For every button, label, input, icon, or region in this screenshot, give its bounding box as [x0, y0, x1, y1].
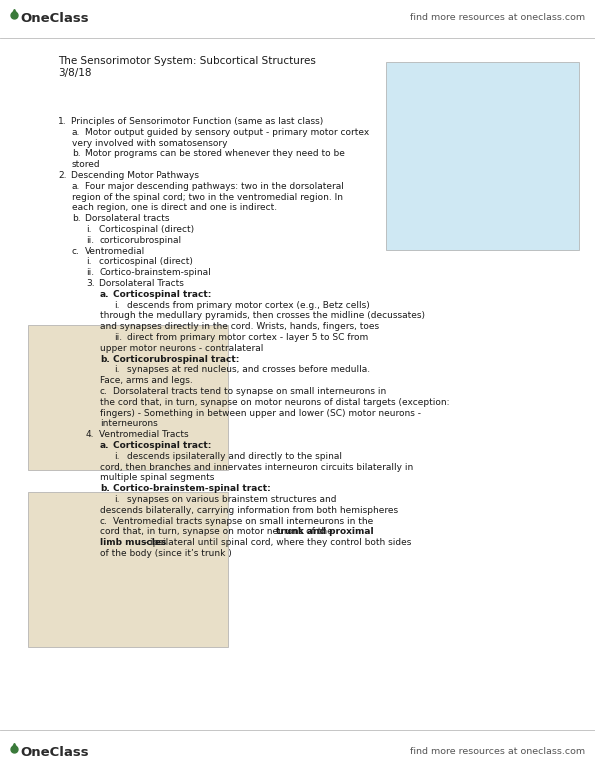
Text: ii.: ii. — [86, 268, 94, 277]
Text: Motor programs can be stored whenever they need to be: Motor programs can be stored whenever th… — [85, 149, 345, 159]
Text: multiple spinal segments: multiple spinal segments — [100, 474, 214, 482]
Text: i.: i. — [114, 300, 120, 310]
Text: i.: i. — [114, 452, 120, 460]
Text: Ventromedial tracts synapse on small interneurons in the: Ventromedial tracts synapse on small int… — [113, 517, 373, 526]
Text: b.: b. — [100, 355, 109, 363]
Text: upper motor neurons - contralateral: upper motor neurons - contralateral — [100, 343, 264, 353]
Text: Face, arms and legs.: Face, arms and legs. — [100, 377, 193, 385]
Text: b.: b. — [100, 484, 109, 494]
Text: cord, then branches and innervates interneuron circuits bilaterally in: cord, then branches and innervates inter… — [100, 463, 414, 471]
Text: Dorsolateral tracts: Dorsolateral tracts — [85, 214, 170, 223]
Text: i.: i. — [114, 366, 120, 374]
Text: limb muscles: limb muscles — [100, 538, 167, 547]
Text: very involved with somatosensory: very involved with somatosensory — [72, 139, 227, 148]
Text: a.: a. — [100, 290, 109, 299]
Text: the cord that, in turn, synapse on motor neurons of distal targets (exception:: the cord that, in turn, synapse on motor… — [100, 398, 449, 407]
Text: and synapses directly in the cord. Wrists, hands, fingers, toes: and synapses directly in the cord. Wrist… — [100, 322, 379, 331]
Text: each region, one is direct and one is indirect.: each region, one is direct and one is in… — [72, 203, 277, 213]
Text: Cortico-brainstem-spinal: Cortico-brainstem-spinal — [99, 268, 211, 277]
Text: Corticospinal tract:: Corticospinal tract: — [113, 290, 211, 299]
Text: cord that, in turn, synapse on motor neurons of the: cord that, in turn, synapse on motor neu… — [100, 527, 336, 537]
Text: i.: i. — [114, 495, 120, 504]
Text: fingers) - Something in between upper and lower (SC) motor neurons -: fingers) - Something in between upper an… — [100, 409, 421, 417]
Text: region of the spinal cord; two in the ventromedial region. In: region of the spinal cord; two in the ve… — [72, 192, 343, 202]
Text: stored: stored — [72, 160, 101, 169]
Text: synapses at red nucleus, and crosses before medulla.: synapses at red nucleus, and crosses bef… — [127, 366, 370, 374]
Text: corticorubrospinal: corticorubrospinal — [99, 236, 181, 245]
Text: descends ipsilaterally and directly to the spinal: descends ipsilaterally and directly to t… — [127, 452, 342, 460]
Text: Corticospinal (direct): Corticospinal (direct) — [99, 225, 194, 234]
Text: Corticorubrospinal tract:: Corticorubrospinal tract: — [113, 355, 239, 363]
Text: 1.: 1. — [58, 117, 67, 126]
Text: i.: i. — [86, 257, 92, 266]
Text: descends from primary motor cortex (e.g., Betz cells): descends from primary motor cortex (e.g.… — [127, 300, 369, 310]
Text: a.: a. — [72, 128, 80, 137]
Text: 4.: 4. — [86, 430, 95, 439]
Text: find more resources at oneclass.com: find more resources at oneclass.com — [410, 14, 585, 22]
Text: Cortico-brainstem-spinal tract:: Cortico-brainstem-spinal tract: — [113, 484, 271, 494]
Text: Ventromedial Tracts: Ventromedial Tracts — [99, 430, 189, 439]
Text: Descending Motor Pathways: Descending Motor Pathways — [71, 171, 199, 180]
Text: b.: b. — [72, 149, 81, 159]
Text: ii.: ii. — [114, 333, 122, 342]
Bar — [28, 325, 228, 470]
Text: 3.: 3. — [86, 279, 95, 288]
Text: Principles of Sensorimotor Function (same as last class): Principles of Sensorimotor Function (sam… — [71, 117, 323, 126]
Text: b.: b. — [72, 214, 81, 223]
Text: Dorsolateral Tracts: Dorsolateral Tracts — [99, 279, 184, 288]
Text: a.: a. — [100, 441, 109, 450]
Text: OneClass: OneClass — [20, 12, 89, 25]
Text: Corticospinal tract:: Corticospinal tract: — [113, 441, 211, 450]
Text: find more resources at oneclass.com: find more resources at oneclass.com — [410, 748, 585, 756]
Text: synapses on various brainstem structures and: synapses on various brainstem structures… — [127, 495, 337, 504]
Text: descends bilaterally, carrying information from both hemispheres: descends bilaterally, carrying informati… — [100, 506, 398, 515]
Text: c.: c. — [100, 517, 108, 526]
Text: c.: c. — [72, 246, 80, 256]
Text: 2.: 2. — [58, 171, 67, 180]
Text: 3/8/18: 3/8/18 — [58, 68, 92, 78]
Text: a.: a. — [72, 182, 80, 191]
Text: corticospinal (direct): corticospinal (direct) — [99, 257, 193, 266]
Bar — [386, 62, 579, 250]
Text: Motor output guided by sensory output - primary motor cortex: Motor output guided by sensory output - … — [85, 128, 369, 137]
Text: through the medullary pyramids, then crosses the midline (decussates): through the medullary pyramids, then cro… — [100, 311, 425, 320]
Text: ii.: ii. — [86, 236, 94, 245]
Bar — [28, 492, 228, 647]
Text: Dorsolateral tracts tend to synapse on small interneurons in: Dorsolateral tracts tend to synapse on s… — [113, 387, 386, 396]
Text: Four major descending pathways: two in the dorsolateral: Four major descending pathways: two in t… — [85, 182, 344, 191]
Text: OneClass: OneClass — [20, 745, 89, 758]
Text: trunk and proximal: trunk and proximal — [275, 527, 374, 537]
Text: The Sensorimotor System: Subcortical Structures: The Sensorimotor System: Subcortical Str… — [58, 56, 316, 66]
Text: of the body (since it’s trunk ): of the body (since it’s trunk ) — [100, 549, 231, 558]
Text: direct from primary motor cortex - layer 5 to SC from: direct from primary motor cortex - layer… — [127, 333, 368, 342]
Text: i.: i. — [86, 225, 92, 234]
Text: interneurons: interneurons — [100, 420, 158, 428]
Text: Ventromedial: Ventromedial — [85, 246, 145, 256]
Text: - ipsilateral until spinal cord, where they control both sides: - ipsilateral until spinal cord, where t… — [140, 538, 411, 547]
Text: c.: c. — [100, 387, 108, 396]
